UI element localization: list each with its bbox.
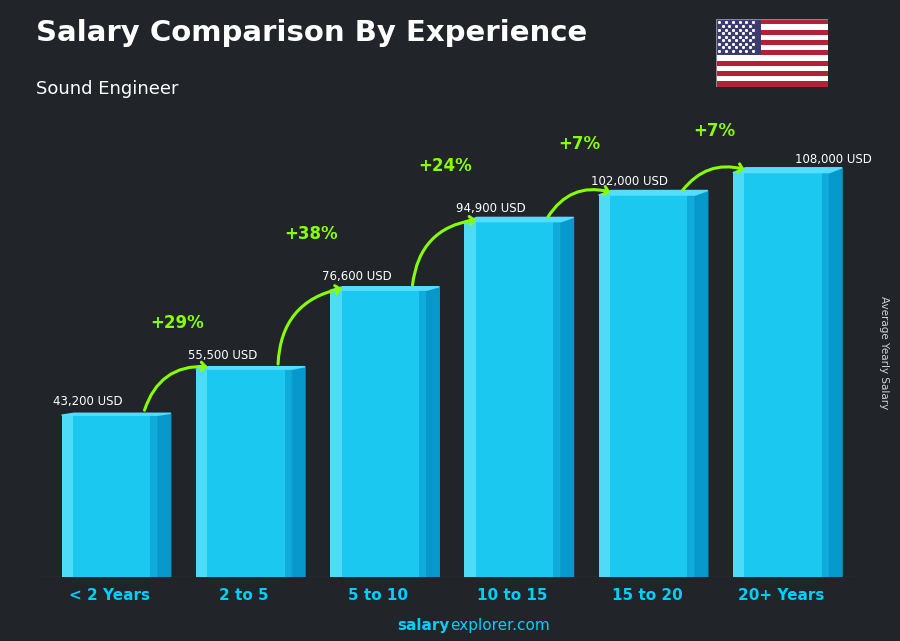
Polygon shape	[61, 413, 171, 415]
Text: 108,000 USD: 108,000 USD	[795, 153, 871, 165]
Polygon shape	[598, 190, 707, 195]
Bar	[716, 71, 828, 76]
Text: Average Yearly Salary: Average Yearly Salary	[878, 296, 889, 409]
Bar	[688, 195, 695, 577]
Text: 55,500 USD: 55,500 USD	[188, 349, 257, 362]
Polygon shape	[733, 168, 842, 172]
Bar	[196, 369, 292, 577]
Text: +38%: +38%	[284, 226, 338, 244]
Bar	[716, 45, 828, 50]
Bar	[716, 61, 828, 66]
Bar	[419, 290, 427, 577]
Polygon shape	[695, 190, 707, 577]
Bar	[822, 172, 830, 577]
Bar	[330, 290, 342, 577]
Text: +29%: +29%	[150, 313, 204, 331]
Text: 76,600 USD: 76,600 USD	[322, 270, 392, 283]
Polygon shape	[561, 217, 573, 577]
Text: +24%: +24%	[418, 157, 472, 175]
Text: 102,000 USD: 102,000 USD	[590, 175, 668, 188]
Bar	[716, 19, 828, 24]
Bar	[464, 222, 476, 577]
Text: +7%: +7%	[559, 135, 601, 153]
Bar	[464, 222, 561, 577]
Polygon shape	[464, 217, 573, 222]
Polygon shape	[830, 168, 842, 577]
Bar	[716, 35, 828, 40]
Text: salary: salary	[398, 619, 450, 633]
Bar	[716, 50, 828, 56]
Bar	[716, 40, 828, 45]
Bar	[150, 415, 158, 577]
Polygon shape	[158, 413, 171, 577]
Bar	[716, 24, 828, 29]
Text: 94,900 USD: 94,900 USD	[456, 202, 526, 215]
Text: explorer.com: explorer.com	[450, 619, 550, 633]
Bar	[733, 172, 744, 577]
Bar	[716, 56, 828, 61]
Text: Sound Engineer: Sound Engineer	[36, 80, 178, 98]
Bar	[716, 66, 828, 71]
Bar	[716, 29, 828, 35]
Bar	[598, 195, 610, 577]
Text: 43,200 USD: 43,200 USD	[53, 395, 123, 408]
Polygon shape	[427, 287, 439, 577]
Bar	[196, 369, 207, 577]
Text: +7%: +7%	[693, 122, 735, 140]
Polygon shape	[330, 287, 439, 290]
Bar	[284, 369, 292, 577]
Bar	[716, 76, 828, 81]
Bar	[61, 415, 158, 577]
Bar	[554, 222, 561, 577]
Polygon shape	[196, 367, 305, 369]
Text: Salary Comparison By Experience: Salary Comparison By Experience	[36, 19, 587, 47]
Bar	[61, 415, 73, 577]
Bar	[330, 290, 427, 577]
Bar	[716, 81, 828, 87]
Bar	[733, 172, 830, 577]
Bar	[598, 195, 695, 577]
Bar	[716, 19, 760, 56]
Polygon shape	[292, 367, 305, 577]
